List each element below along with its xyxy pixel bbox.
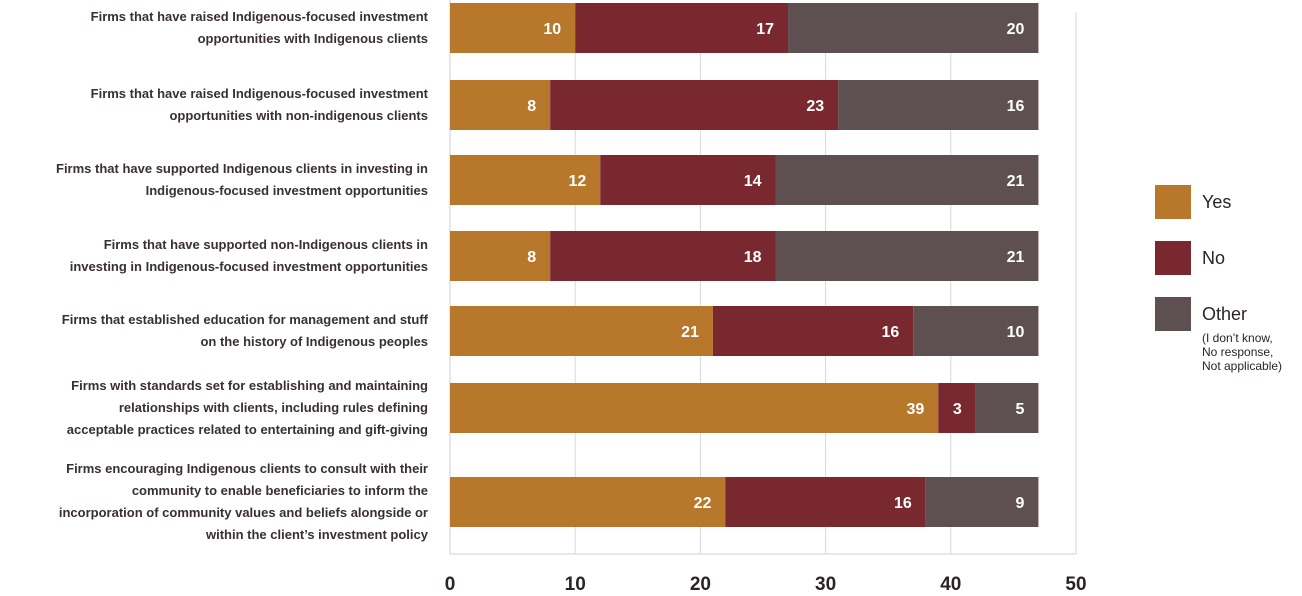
bar-yes-1	[450, 3, 576, 53]
category-label-3: Firms that have supported Indigenous cli…	[56, 161, 428, 198]
category-label-6: Firms with standards set for establishin…	[67, 378, 428, 437]
legend-label-other: Other	[1202, 304, 1247, 324]
data-label-yes-6: 39	[906, 401, 924, 418]
legend-label-yes: Yes	[1202, 192, 1231, 212]
x-tick-0: 0	[445, 574, 456, 595]
data-label-yes-3: 12	[568, 173, 586, 190]
category-label-5: Firms that established education for man…	[62, 312, 429, 349]
bar-other-5	[913, 306, 1039, 356]
x-tick-30: 30	[815, 574, 836, 595]
data-label-no-3: 14	[744, 173, 762, 190]
bar-yes-5	[450, 306, 713, 356]
data-label-other-2: 16	[1007, 98, 1025, 115]
bar-no-5	[712, 306, 914, 356]
bar-no-2	[550, 80, 839, 130]
data-label-yes-5: 21	[681, 324, 699, 341]
data-label-other-5: 10	[1007, 324, 1025, 341]
data-label-other-4: 21	[1007, 249, 1025, 266]
bar-no-4	[550, 231, 776, 281]
data-label-no-7: 16	[894, 495, 912, 512]
data-label-other-3: 21	[1007, 173, 1025, 190]
data-label-yes-4: 8	[527, 249, 536, 266]
legend-label-no: No	[1202, 248, 1225, 268]
x-tick-40: 40	[940, 574, 961, 595]
x-axis-ticks: 0 10 20 30 40 50	[445, 574, 1087, 595]
category-label-7: Firms encouraging Indigenous clients to …	[59, 461, 429, 542]
data-label-other-6: 5	[1016, 401, 1025, 418]
category-label-1: Firms that have raised Indigenous-focuse…	[91, 9, 429, 46]
data-label-no-5: 16	[881, 324, 899, 341]
x-tick-10: 10	[565, 574, 586, 595]
data-label-other-1: 20	[1007, 21, 1025, 38]
bar-no-1	[575, 3, 789, 53]
legend-swatch-yes	[1155, 185, 1191, 219]
bars: 10 17 20 8 23 16 12 14 21 8 18 21 21 16 10 39 3 5 22 16 9	[450, 3, 1039, 527]
data-label-no-1: 17	[756, 21, 774, 38]
category-labels: Firms that have raised Indigenous-focuse…	[56, 9, 429, 542]
category-label-4: Firms that have supported non-Indigenous…	[70, 237, 428, 274]
bar-yes-2	[450, 80, 551, 130]
data-label-yes-1: 10	[543, 21, 561, 38]
bar-other-2	[838, 80, 1039, 130]
data-label-no-2: 23	[806, 98, 824, 115]
legend-swatch-other	[1155, 297, 1191, 331]
data-label-no-4: 18	[744, 249, 762, 266]
bar-yes-4	[450, 231, 551, 281]
bar-other-6	[975, 383, 1039, 433]
data-label-yes-2: 8	[527, 98, 536, 115]
legend: Yes No Other (I don’t know, No response, Not …	[1155, 185, 1282, 373]
x-tick-50: 50	[1065, 574, 1086, 595]
bar-other-7	[925, 477, 1039, 527]
bar-yes-7	[450, 477, 726, 527]
bar-yes-3	[450, 155, 601, 205]
data-label-yes-7: 22	[694, 495, 712, 512]
bar-no-7	[725, 477, 926, 527]
x-tick-20: 20	[690, 574, 711, 595]
legend-swatch-no	[1155, 241, 1191, 275]
bar-yes-6	[450, 383, 939, 433]
bar-other-4	[775, 231, 1039, 281]
category-label-2: Firms that have raised Indigenous-focuse…	[91, 86, 429, 123]
data-label-other-7: 9	[1016, 495, 1025, 512]
bar-other-1	[788, 3, 1039, 53]
legend-note-other: (I don’t know, No response, Not applicable…	[1202, 331, 1282, 373]
data-label-no-6: 3	[953, 401, 962, 418]
bar-no-3	[600, 155, 776, 205]
bar-other-3	[775, 155, 1039, 205]
bar-no-6	[938, 383, 976, 433]
